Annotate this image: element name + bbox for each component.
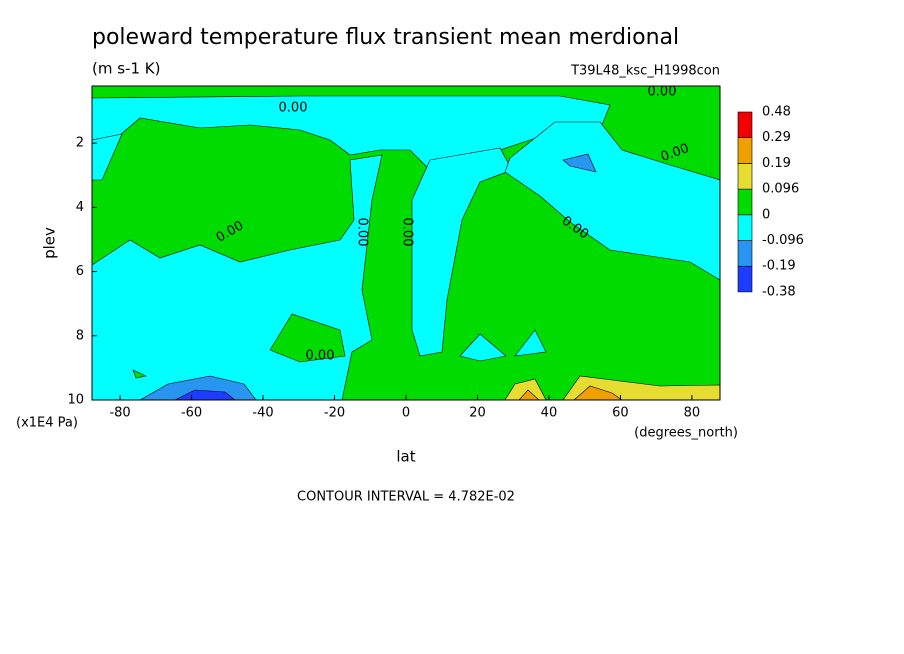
field-region bbox=[504, 121, 721, 281]
field-region bbox=[562, 153, 597, 173]
y-axis-label: plev bbox=[41, 227, 59, 259]
x-axis-label: lat bbox=[396, 448, 415, 466]
x-tick-label: -20 bbox=[324, 406, 345, 421]
y-tick-label: 4 bbox=[76, 200, 84, 215]
colorbar-box bbox=[737, 137, 753, 164]
x-tick-label: 80 bbox=[684, 406, 701, 421]
x-unit: (degrees_north) bbox=[634, 426, 738, 441]
x-tick-label: -80 bbox=[109, 406, 130, 421]
x-tick-label: 0 bbox=[402, 406, 410, 421]
colorbar-label: 0.096 bbox=[762, 182, 799, 197]
colorbar-label: 0.48 bbox=[762, 105, 791, 120]
field-region bbox=[269, 313, 346, 363]
field-region bbox=[459, 333, 507, 362]
colorbar-box bbox=[737, 188, 753, 216]
chart-title: poleward temperature flux transient mean… bbox=[92, 25, 679, 50]
y-tick-label: 6 bbox=[76, 264, 84, 279]
y-tick-label: 10 bbox=[67, 393, 84, 408]
field bbox=[91, 86, 721, 401]
contour-label: 0.00 bbox=[279, 101, 308, 116]
colorbar-label: -0.38 bbox=[762, 284, 796, 299]
contour-label: 0.00 bbox=[648, 85, 677, 100]
x-tick-label: 40 bbox=[541, 406, 558, 421]
colorbar-box bbox=[737, 111, 753, 139]
chart-subtitle: (m s-1 K) bbox=[92, 60, 160, 78]
field-region bbox=[132, 369, 147, 379]
x-tick-label: -40 bbox=[252, 406, 273, 421]
x-tick-label: 60 bbox=[612, 406, 629, 421]
field-region bbox=[411, 147, 513, 357]
colorbar-label: 0.29 bbox=[762, 130, 791, 145]
contour-label: 0.00 bbox=[355, 218, 370, 247]
field-region bbox=[514, 329, 547, 357]
contour-label: 0.00 bbox=[400, 218, 415, 247]
colorbar-box bbox=[737, 214, 753, 241]
colorbar-label: 0.19 bbox=[762, 156, 791, 171]
colorbar-box bbox=[737, 163, 753, 190]
y-unit: (x1E4 Pa) bbox=[16, 416, 78, 431]
colorbar-box bbox=[737, 265, 753, 293]
y-tick-label: 2 bbox=[76, 136, 84, 151]
x-tick-label: -60 bbox=[181, 406, 202, 421]
colorbar-box bbox=[737, 240, 753, 267]
colorbar-label: 0 bbox=[762, 207, 770, 222]
colorbar-label: -0.19 bbox=[762, 259, 796, 274]
run-label: T39L48_ksc_H1998con bbox=[570, 64, 720, 79]
note: CONTOUR INTERVAL = 4.782E-02 bbox=[297, 490, 515, 505]
colorbar-label: -0.096 bbox=[762, 233, 804, 248]
contour-label: 0.00 bbox=[306, 349, 335, 364]
y-tick-label: 8 bbox=[76, 328, 84, 343]
x-tick-label: 20 bbox=[469, 406, 486, 421]
